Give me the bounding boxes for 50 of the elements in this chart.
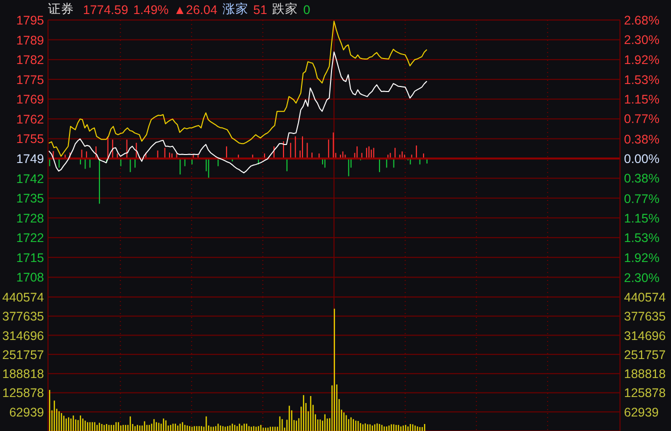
y2-tick-label: 2.30% xyxy=(624,270,660,285)
y-tick-label: 1789 xyxy=(16,33,44,48)
y2-tick-label: 1.15% xyxy=(624,92,660,107)
y-tick-label: 1795 xyxy=(16,14,44,28)
y2-tick-label: 1.53% xyxy=(624,231,660,246)
y2-tick-label: 0.77% xyxy=(624,192,660,206)
text: 涨家 xyxy=(222,1,248,18)
y2-tick-label: 440574 xyxy=(624,290,666,304)
y2-tick-label: 188818 xyxy=(624,367,666,382)
y2-tick-label: 251757 xyxy=(624,348,666,362)
y-tick-label: 62939 xyxy=(9,405,44,420)
text: ▲26.04 xyxy=(174,2,218,16)
y2-tick-label: 0.77% xyxy=(624,112,660,126)
y-tick-label: 1762 xyxy=(16,112,44,126)
y-tick-label: 1782 xyxy=(16,53,44,68)
text: 0 xyxy=(303,2,310,16)
y2-tick-label: 2.68% xyxy=(624,14,660,28)
y-tick-label: 377635 xyxy=(2,310,44,324)
y2-tick-label: 1.92% xyxy=(624,52,660,67)
y-tick-label: 1769 xyxy=(16,92,44,107)
y2-tick-label: 314696 xyxy=(624,328,666,343)
y-tick-label: 125878 xyxy=(2,386,44,400)
y-tick-label: 1728 xyxy=(16,211,44,226)
y2-tick-label: 125878 xyxy=(624,386,666,400)
y-tick-label: 188818 xyxy=(2,367,44,382)
text: 51 xyxy=(253,2,268,16)
text: 1.49% xyxy=(133,2,169,16)
y-tick-label: 440574 xyxy=(2,290,44,304)
y2-tick-label: 0.38% xyxy=(624,132,660,146)
y2-tick-label: 0.38% xyxy=(624,172,660,186)
y-tick-label: 1755 xyxy=(16,132,44,146)
y-tick-label: 314696 xyxy=(2,328,44,343)
chart-title: 证券 xyxy=(48,1,74,18)
y2-tick-label: 62939 xyxy=(624,405,659,420)
y-tick-label: 1742 xyxy=(16,172,44,186)
y2-tick-label: 1.92% xyxy=(624,251,660,266)
y2-tick-label: 0.00% xyxy=(624,152,660,166)
text: 跌家 xyxy=(272,1,298,18)
text: 1774.59 xyxy=(83,2,128,16)
y-tick-label: 1708 xyxy=(16,270,44,285)
y2-tick-label: 1.15% xyxy=(624,211,660,226)
y2-tick-label: 2.30% xyxy=(624,33,660,48)
y-tick-label: 1775 xyxy=(16,72,44,87)
y-tick-label: 251757 xyxy=(2,348,44,362)
y-tick-label: 1715 xyxy=(16,250,44,265)
y-tick-label: 1735 xyxy=(16,192,44,206)
y2-tick-label: 377635 xyxy=(624,310,666,324)
y-tick-label: 1722 xyxy=(16,231,44,246)
y2-tick-label: 1.53% xyxy=(624,72,660,87)
y-tick-label: 1749 xyxy=(16,152,44,166)
